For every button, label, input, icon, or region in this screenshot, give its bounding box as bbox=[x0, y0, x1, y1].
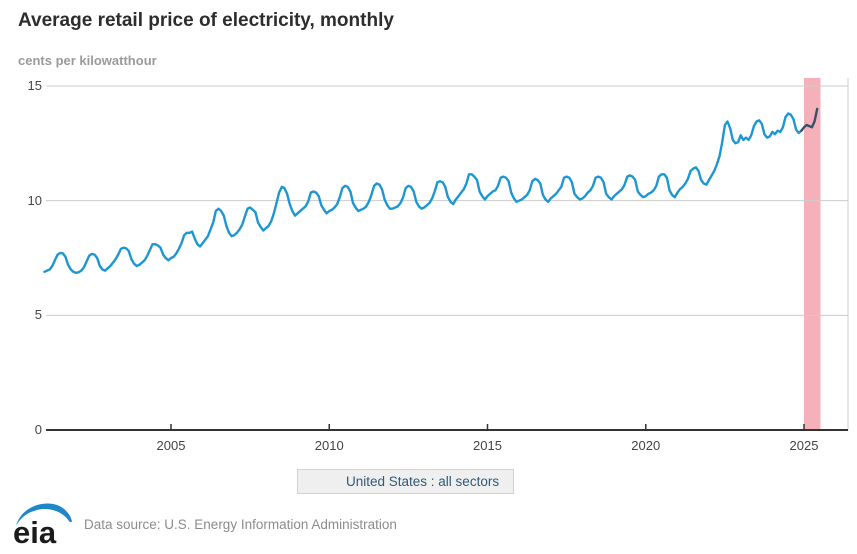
current-year-highlight-band bbox=[804, 78, 821, 430]
eia-logo-text: eia bbox=[13, 515, 57, 549]
y-tick-label: 15 bbox=[27, 78, 42, 93]
chart-title: Average retail price of electricity, mon… bbox=[18, 10, 394, 31]
y-tick-label: 10 bbox=[27, 192, 42, 208]
legend-line-swatch-icon bbox=[312, 480, 336, 483]
y-tick-label: 5 bbox=[34, 307, 42, 323]
y-tick-label: 0 bbox=[34, 422, 42, 437]
x-tick-label: 2005 bbox=[156, 438, 186, 453]
price-line-recent bbox=[800, 107, 819, 132]
x-tick-label: 2010 bbox=[314, 438, 344, 453]
x-tick-label: 2015 bbox=[473, 438, 502, 453]
chart-units-subtitle: cents per kilowatthour bbox=[18, 53, 157, 68]
legend-box[interactable]: United States : all sectors bbox=[297, 469, 515, 494]
x-tick-label: 2020 bbox=[631, 438, 661, 453]
eia-logo-swoosh-icon bbox=[16, 503, 72, 526]
eia-logo: eia bbox=[13, 503, 72, 549]
x-tick-label: 2025 bbox=[789, 438, 819, 453]
legend-series-label: United States : all sectors bbox=[346, 474, 500, 489]
data-source-text: Data source: U.S. Energy Information Adm… bbox=[84, 517, 397, 532]
price-line bbox=[43, 112, 803, 275]
